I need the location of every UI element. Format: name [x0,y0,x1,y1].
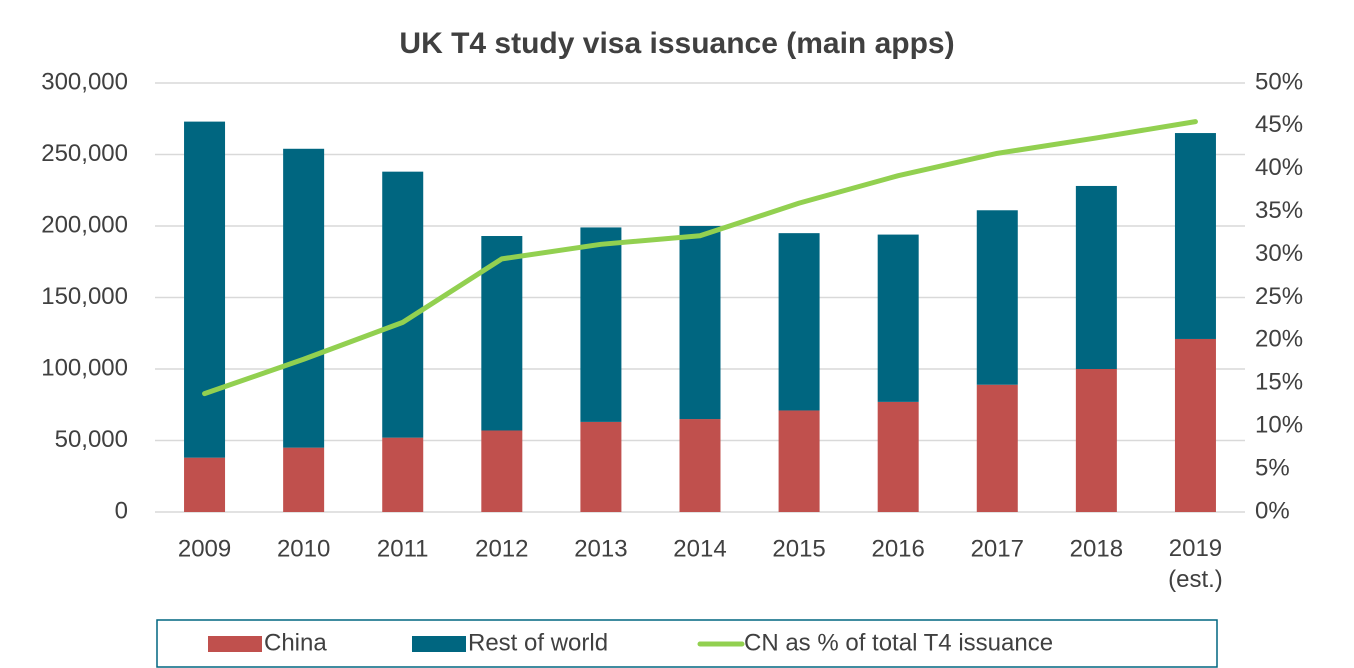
y2-tick-label: 10% [1255,412,1303,439]
bar [679,419,721,512]
bar [580,227,622,422]
x-tick-label: 2011 [377,535,429,562]
bar [1174,338,1216,512]
bar [184,121,226,458]
bar [976,384,1018,512]
bar [877,401,919,512]
y2-tick-label: 15% [1255,369,1303,396]
legend-swatch [208,636,262,652]
y-tick-label: 0 [115,497,128,524]
y2-tick-label: 50% [1255,68,1303,95]
bar [1075,369,1117,512]
bar [679,226,721,420]
x-tick-label: 2010 [277,535,330,562]
bar [1174,133,1216,339]
bar [283,148,325,448]
x-tick-label: 2018 [1070,535,1123,562]
y2-tick-label: 5% [1255,454,1290,481]
bar [184,457,226,512]
x-tick-label: 2017 [971,535,1024,562]
bar [778,410,820,512]
line [202,119,1198,397]
legend-box [156,619,1218,668]
y-tick-label: 100,000 [41,354,128,381]
x-tick-label: 2009 [178,535,231,562]
y2-tick-label: 0% [1255,497,1290,524]
y-tick-label: 200,000 [41,211,128,238]
y-tick-label: 250,000 [41,140,128,167]
x-tick-label: 2019 (est.) [1168,535,1223,593]
bar [1075,185,1117,369]
bar [283,447,325,512]
bar [778,233,820,411]
legend-label: China [264,629,327,656]
bar [877,234,919,402]
x-tick-label: 2015 [772,535,825,562]
y2-tick-label: 25% [1255,283,1303,310]
x-tick-label: 2012 [475,535,528,562]
x-tick-label: 2016 [871,535,924,562]
bar [382,171,424,438]
y2-tick-label: 40% [1255,154,1303,181]
legend-label: Rest of world [468,629,608,656]
y-tick-label: 50,000 [55,426,128,453]
bar [382,437,424,512]
y2-tick-label: 20% [1255,326,1303,353]
bar [481,430,523,512]
y2-tick-label: 45% [1255,111,1303,138]
y-tick-label: 150,000 [41,283,128,310]
y2-tick-label: 30% [1255,240,1303,267]
y2-tick-label: 35% [1255,197,1303,224]
y-tick-label: 300,000 [41,68,128,95]
bar [580,421,622,512]
bar [976,210,1018,385]
x-tick-label: 2013 [574,535,627,562]
x-tick-label: 2014 [673,535,726,562]
legend-label: CN as % of total T4 issuance [744,629,1053,656]
legend-swatch [412,636,466,652]
chart-title: UK T4 study visa issuance (main apps) [399,27,954,60]
